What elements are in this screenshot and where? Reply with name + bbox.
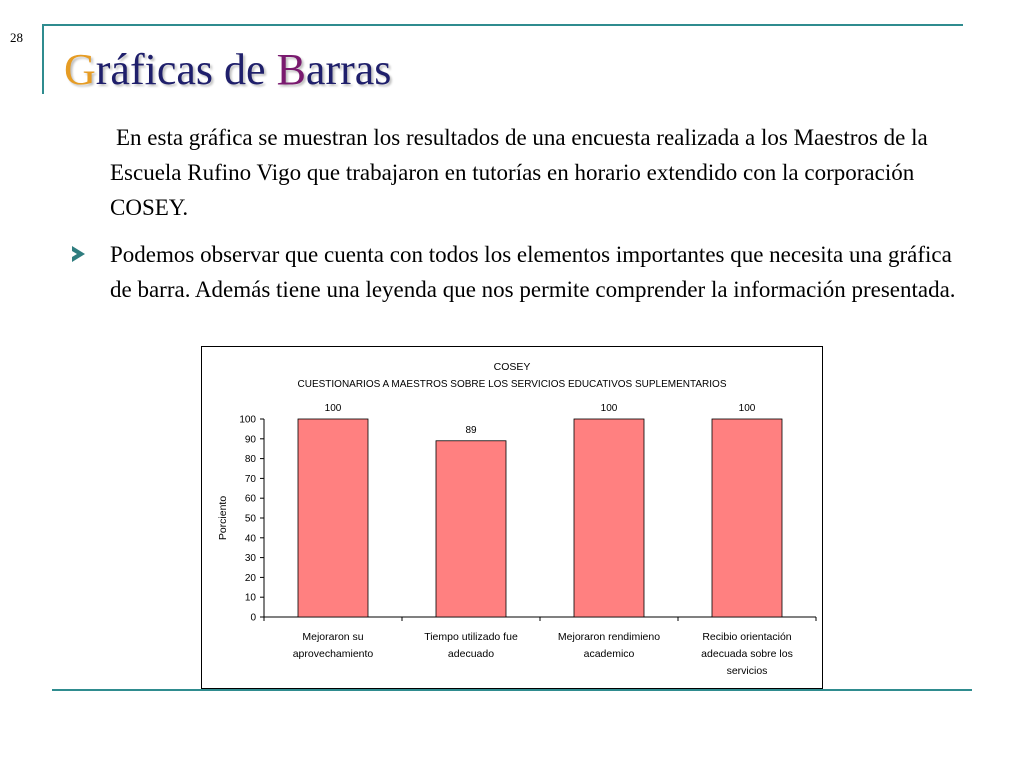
bar-value-label: 100: [739, 403, 756, 414]
y-tick-label: 70: [245, 474, 257, 485]
bar-value-label: 100: [601, 403, 618, 414]
title-rest: arras: [305, 45, 392, 94]
chart-canvas: COSEY CUESTIONARIOS A MAESTROS SOBRE LOS…: [217, 361, 817, 624]
top-divider: [43, 24, 963, 26]
title-middle: ráficas de: [95, 45, 277, 94]
bar: [297, 418, 369, 618]
y-tick-label: 20: [245, 573, 257, 584]
y-tick-label: 40: [245, 533, 257, 544]
y-tick-label: 100: [239, 415, 256, 426]
slide-number: 28: [10, 30, 23, 45]
arrow-bullet-icon: [72, 246, 85, 262]
intro-paragraph: En esta gráfica se muestran los resultad…: [110, 125, 928, 220]
slide-title: Gráficas de Barras: [64, 44, 391, 95]
chart-subtitle: CUESTIONARIOS A MAESTROS SOBRE LOS SERVI…: [298, 379, 727, 390]
title-initial-b: B: [276, 45, 306, 94]
x-category-label: Recibio orientación adecuada sobre los s…: [701, 631, 793, 677]
bar-value-label: 89: [465, 425, 477, 436]
bar-chart: COSEY CUESTIONARIOS A MAESTROS SOBRE LOS…: [201, 346, 823, 689]
bar-value-label: 100: [325, 403, 342, 414]
title-initial-g: G: [64, 45, 96, 94]
y-tick-label: 0: [250, 613, 256, 624]
y-tick-label: 50: [245, 514, 257, 525]
y-tick-label: 60: [245, 494, 257, 505]
y-tick-label: 80: [245, 454, 257, 465]
y-tick-label: 30: [245, 553, 257, 564]
y-axis-label: Porciento: [217, 496, 229, 541]
y-tick-label: 90: [245, 434, 257, 445]
left-divider: [42, 24, 44, 94]
bar: [435, 440, 507, 618]
bottom-divider: [52, 689, 972, 691]
x-category-label: Mejoraron rendimieno academico: [557, 631, 661, 660]
bar: [711, 418, 783, 618]
x-category-label: Mejoraron su aprovechamiento: [292, 631, 374, 660]
y-tick-label: 10: [245, 593, 257, 604]
chart-title: COSEY: [494, 361, 531, 373]
bullet-paragraph: Podemos observar que cuenta con todos lo…: [110, 242, 956, 302]
bar: [573, 418, 645, 618]
x-category-label: Tiempo utilizado fue adecuado: [424, 631, 518, 660]
